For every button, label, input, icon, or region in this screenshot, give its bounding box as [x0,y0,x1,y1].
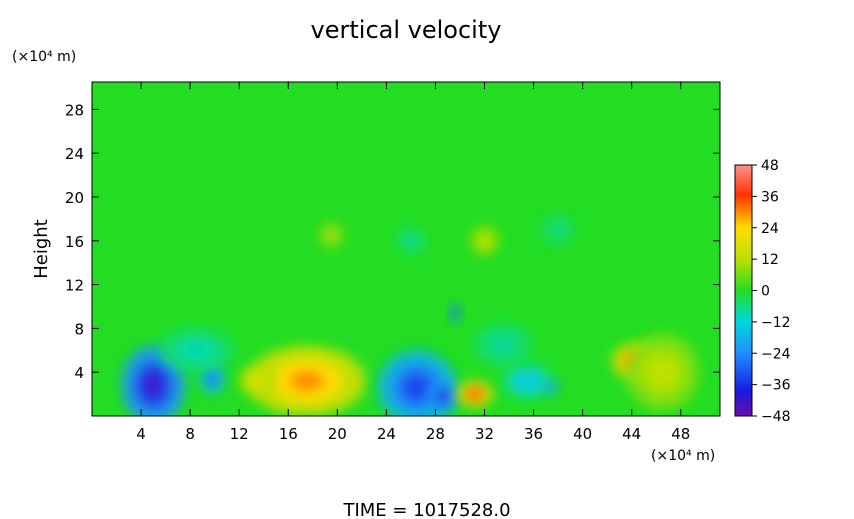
feature-core [453,310,457,316]
x-tick-label: 4 [136,425,146,443]
feature-core [651,360,674,384]
x-tick-label: 16 [279,425,298,443]
heatmap-feature [543,380,559,395]
y-tick-label: 28 [65,101,84,119]
heatmap-feature [428,380,458,412]
heatmap-feature [472,322,534,367]
feature-core [327,231,335,240]
colorbar-label: 12 [761,252,779,268]
feature-core [438,391,448,401]
x-tick-label: 24 [377,425,396,443]
colorbar-label: 48 [761,158,779,174]
heatmap-feature [502,363,552,399]
y-axis-label: Height [31,219,52,279]
x-axis-ticks: 4 8 12 16 20 24 28 32 36 40 44 48 [136,82,690,443]
y-tick-label: 20 [65,189,84,207]
colorbar-label: −36 [761,378,791,394]
feature-core [208,372,216,383]
feature-core [469,390,481,399]
heatmap-feature [159,328,234,373]
x-tick-label: 48 [671,425,690,443]
heatmap-feature [450,304,460,322]
x-axis-unit: (×10⁴ m) [651,448,715,464]
y-axis-unit: (×10⁴ m) [12,49,76,65]
feature-core [480,236,489,246]
y-tick-label: 16 [65,233,84,251]
y-tick-label: 24 [65,145,84,163]
y-axis-ticks: 4 8 12 16 20 24 28 [65,101,720,382]
feature-core [493,338,513,352]
heatmap-feature [456,380,494,408]
x-tick-label: 40 [573,425,592,443]
heatmap-plot-area [91,81,721,417]
heatmap-feature [539,213,577,247]
colorbar-label: −12 [761,315,791,331]
heatmap-feature [247,345,366,416]
feature-core [520,375,535,387]
y-tick-label: 4 [74,364,84,382]
heatmap-feature [239,366,276,396]
plot-frame [91,81,721,417]
x-tick-label: 32 [475,425,494,443]
colorbar-label: 24 [761,221,779,237]
colorbar-labels: 48 36 24 12 0 −12 −24 −36 −48 [752,158,791,425]
feature-core [143,373,163,398]
feature-core [552,224,564,235]
colorbar-label: 0 [761,284,770,300]
colorbar: 48 36 24 12 0 −12 −24 −36 −48 [734,158,791,425]
feature-core [185,343,208,357]
colorbar-label: −48 [761,409,791,425]
heatmap-feature [396,227,426,254]
heatmap-feature [625,333,700,411]
feature-core [548,385,553,390]
x-tick-label: 44 [622,425,641,443]
feature-core [252,376,264,386]
x-tick-label: 28 [426,425,445,443]
colorbar-gradient [734,164,753,417]
y-tick-label: 8 [74,320,84,338]
feature-core [405,376,429,399]
feature-core [406,236,416,245]
x-tick-label: 12 [230,425,249,443]
x-tick-label: 36 [524,425,543,443]
feature-core [288,370,325,392]
colorbar-label: −24 [761,346,791,362]
y-tick-label: 12 [65,277,84,295]
x-tick-label: 8 [185,425,195,443]
heatmap-feature [318,222,344,249]
x-tick-label: 20 [328,425,347,443]
colorbar-label: 36 [761,189,779,205]
heatmap-feature [469,225,500,257]
heatmap-features [121,213,700,416]
chart-title: vertical velocity [311,16,502,44]
time-footer: TIME = 1017528.0 [342,500,510,519]
